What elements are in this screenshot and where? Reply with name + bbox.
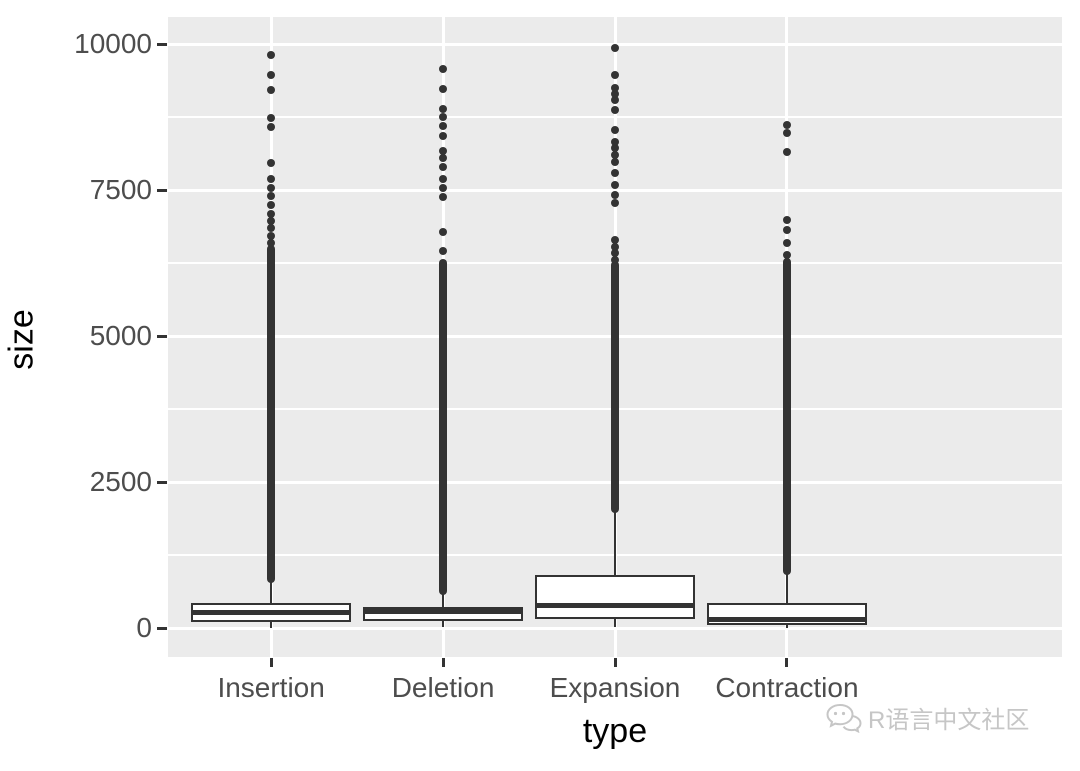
outlier-dot bbox=[611, 150, 619, 159]
outlier-column bbox=[611, 261, 619, 513]
median-line bbox=[191, 609, 352, 615]
outlier-dot bbox=[267, 71, 276, 80]
lower-whisker bbox=[270, 621, 273, 628]
outlier-dot bbox=[439, 163, 448, 172]
outlier-dot bbox=[267, 158, 276, 167]
outlier-dot bbox=[267, 122, 276, 131]
outlier-dot bbox=[267, 231, 276, 240]
outlier-dot bbox=[439, 193, 448, 202]
outlier-dot bbox=[611, 255, 619, 264]
outlier-dot bbox=[611, 243, 619, 252]
outlier-dot bbox=[267, 238, 276, 247]
lower-whisker bbox=[785, 624, 788, 628]
outlier-dot bbox=[611, 95, 619, 104]
outlier-dot bbox=[267, 192, 276, 201]
lower-whisker bbox=[442, 621, 445, 628]
outlier-dot bbox=[267, 216, 276, 225]
outlier-dot bbox=[611, 199, 619, 208]
watermark-text: R语言中文社区 bbox=[868, 707, 1030, 734]
outlier-dot bbox=[782, 216, 791, 225]
y-tick-mark bbox=[157, 188, 167, 192]
x-tick-mark bbox=[269, 658, 273, 667]
outlier-dot bbox=[267, 114, 276, 123]
outlier-dot bbox=[611, 126, 619, 135]
outlier-dot bbox=[267, 209, 276, 218]
x-tick-label: Insertion bbox=[217, 672, 325, 703]
outlier-dot bbox=[611, 43, 619, 52]
outlier-dot bbox=[611, 236, 619, 245]
outlier-dot bbox=[439, 131, 448, 140]
upper-whisker bbox=[785, 572, 788, 604]
x-tick-mark bbox=[613, 658, 617, 667]
outlier-dot bbox=[611, 71, 619, 80]
outlier-dot bbox=[439, 174, 448, 183]
outlier-dot bbox=[439, 84, 448, 93]
median-line bbox=[706, 617, 867, 623]
outlier-dot bbox=[611, 90, 619, 99]
outlier-dot bbox=[267, 86, 276, 95]
outlier-dot bbox=[782, 225, 791, 234]
x-tick-label: Deletion bbox=[391, 672, 495, 703]
outlier-dot bbox=[439, 104, 448, 113]
outlier-dot bbox=[782, 121, 791, 130]
y-tick-label: 0 bbox=[136, 612, 152, 644]
x-tick-mark bbox=[785, 658, 789, 667]
y-tick-label: 7500 bbox=[89, 174, 152, 206]
outlier-dot bbox=[611, 84, 619, 93]
upper-whisker bbox=[442, 592, 445, 608]
outlier-column bbox=[267, 244, 276, 584]
plot-panel bbox=[168, 17, 1062, 657]
lower-whisker bbox=[614, 619, 616, 627]
outlier-dot bbox=[439, 228, 448, 237]
outlier-dot bbox=[267, 201, 276, 210]
x-axis-title: type bbox=[582, 712, 648, 750]
y-tick-label: 5000 bbox=[89, 320, 152, 352]
outlier-dot bbox=[611, 137, 619, 146]
outlier-dot bbox=[782, 147, 791, 156]
x-tick-label: Contraction bbox=[715, 672, 859, 703]
outlier-dot bbox=[611, 180, 619, 189]
outlier-dot bbox=[267, 174, 276, 183]
outlier-dot bbox=[782, 250, 791, 259]
upper-whisker bbox=[614, 511, 616, 575]
outlier-dot bbox=[439, 64, 448, 73]
y-tick-mark bbox=[157, 334, 167, 338]
outlier-dot bbox=[439, 113, 448, 122]
y-axis-title: size bbox=[2, 309, 41, 370]
y-tick-mark bbox=[157, 626, 167, 630]
outlier-dot bbox=[782, 238, 791, 247]
y-tick-mark bbox=[157, 480, 167, 484]
x-tick-label: Expansion bbox=[549, 672, 681, 703]
median-line bbox=[363, 608, 524, 614]
outlier-dot bbox=[267, 224, 276, 233]
outlier-dot bbox=[267, 51, 276, 60]
outlier-column bbox=[439, 259, 448, 595]
outlier-dot bbox=[611, 168, 619, 177]
outlier-dot bbox=[782, 129, 791, 138]
outlier-dot bbox=[611, 249, 619, 258]
box bbox=[535, 574, 695, 620]
outlier-dot bbox=[439, 122, 448, 131]
wechat-chat-bubbles-icon bbox=[826, 703, 862, 733]
outlier-dot bbox=[439, 146, 448, 155]
outlier-dot bbox=[439, 154, 448, 163]
median-line bbox=[535, 603, 695, 609]
x-tick-mark bbox=[441, 658, 445, 667]
outlier-dot bbox=[611, 191, 619, 200]
watermark: R语言中文社区 bbox=[826, 700, 1029, 735]
outlier-dot bbox=[611, 143, 619, 152]
y-tick-label: 2500 bbox=[89, 466, 152, 498]
outlier-dot bbox=[611, 105, 619, 114]
y-tick-label: 10000 bbox=[74, 28, 152, 60]
upper-whisker bbox=[270, 581, 273, 604]
outlier-dot bbox=[611, 157, 619, 166]
outlier-dot bbox=[439, 246, 448, 255]
outlier-dot bbox=[439, 183, 448, 192]
outlier-dot bbox=[267, 183, 276, 192]
outlier-column bbox=[782, 257, 791, 575]
y-tick-mark bbox=[157, 42, 167, 46]
